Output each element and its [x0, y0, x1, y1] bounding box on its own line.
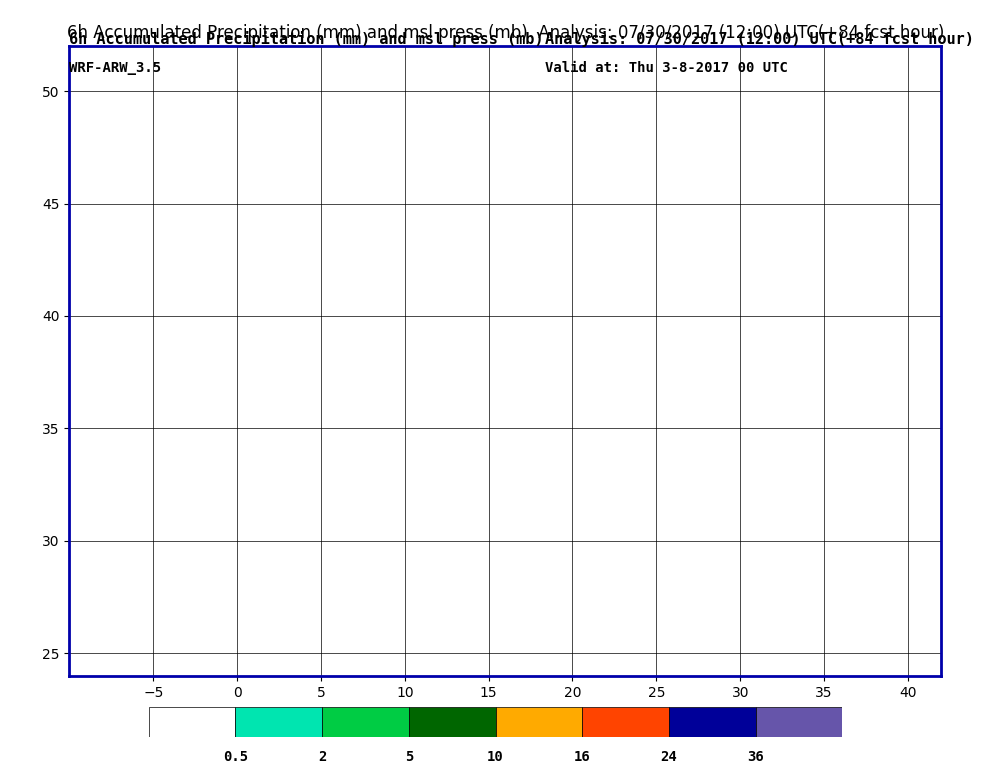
Bar: [496, 707, 583, 737]
Text: 5: 5: [404, 750, 413, 763]
Text: 10: 10: [488, 750, 503, 763]
Bar: [756, 707, 842, 737]
Text: 24: 24: [661, 750, 677, 763]
Bar: [236, 707, 322, 737]
Bar: [409, 707, 496, 737]
Text: 0.5: 0.5: [223, 750, 248, 763]
Bar: [583, 707, 669, 737]
Text: 6h Accumulated Precipitation (mm) and msl press (mb): 6h Accumulated Precipitation (mm) and ms…: [69, 31, 544, 47]
Title: 6h Accumulated Precipitation (mm) and msl press (mb)  Analysis: 07/30/2017 (12:0: 6h Accumulated Precipitation (mm) and ms…: [66, 24, 944, 41]
Bar: [149, 707, 236, 737]
Text: Valid at: Thu 3-8-2017 00 UTC: Valid at: Thu 3-8-2017 00 UTC: [545, 61, 788, 75]
Text: WRF-ARW_3.5: WRF-ARW_3.5: [69, 61, 162, 75]
Bar: [669, 707, 756, 737]
Text: Analysis: 07/30/2017 (12:00) UTC(+84 fcst hour): Analysis: 07/30/2017 (12:00) UTC(+84 fcs…: [545, 31, 974, 47]
Text: 36: 36: [747, 750, 764, 763]
Text: 2: 2: [318, 750, 326, 763]
Text: 16: 16: [574, 750, 591, 763]
Bar: [322, 707, 409, 737]
